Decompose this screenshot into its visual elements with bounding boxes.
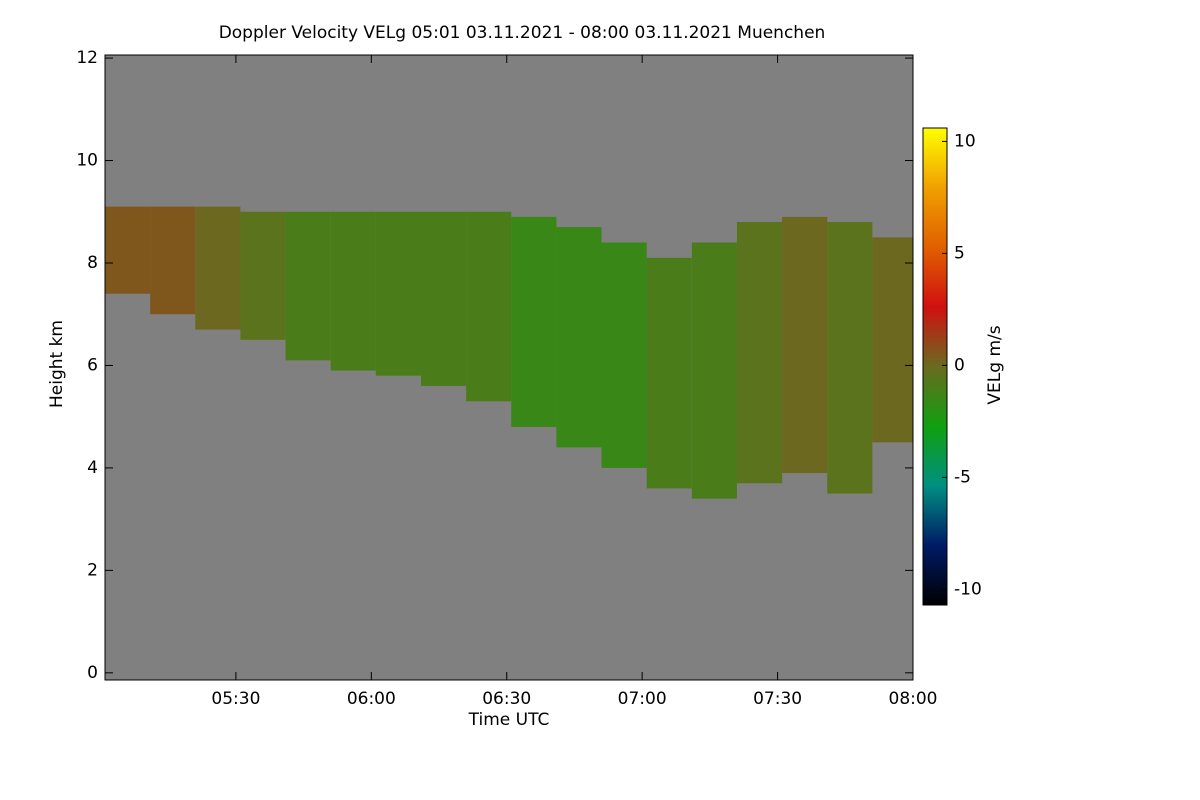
x-axis-label: Time UTC bbox=[468, 710, 550, 730]
chart-title: Doppler Velocity VELg 05:01 03.11.2021 -… bbox=[219, 23, 826, 43]
cell bbox=[511, 216, 557, 427]
y-axis-label: Height km bbox=[47, 320, 67, 408]
cell bbox=[691, 242, 737, 499]
y-tick-label: 6 bbox=[87, 355, 98, 375]
y-tick-label: 2 bbox=[87, 560, 98, 580]
cell bbox=[646, 257, 692, 489]
colorbar bbox=[922, 127, 948, 606]
cell bbox=[375, 211, 421, 376]
y-tick-label: 4 bbox=[87, 458, 98, 478]
x-tick-label: 06:30 bbox=[482, 689, 531, 709]
y-tick-label: 12 bbox=[76, 48, 98, 68]
colorbar-tick-label: -10 bbox=[954, 579, 982, 599]
cell bbox=[827, 222, 873, 494]
colorbar-tick-label: 0 bbox=[954, 355, 965, 375]
cell bbox=[105, 206, 151, 294]
cell bbox=[466, 211, 512, 402]
cell bbox=[195, 206, 241, 330]
cell bbox=[601, 242, 647, 468]
colorbar-label: VELg m/s bbox=[985, 325, 1005, 404]
cell bbox=[556, 227, 602, 448]
plot-frame bbox=[104, 54, 914, 681]
cell bbox=[150, 206, 196, 315]
cell bbox=[420, 211, 467, 386]
y-tick-label: 10 bbox=[76, 151, 98, 171]
y-tick-label: 0 bbox=[87, 663, 98, 683]
x-tick-label: 06:00 bbox=[347, 689, 396, 709]
x-tick-label: 05:30 bbox=[211, 689, 260, 709]
x-tick-label: 07:00 bbox=[618, 689, 667, 709]
cell bbox=[782, 216, 828, 474]
colorbar-tick-label: 5 bbox=[954, 243, 965, 263]
cell bbox=[330, 211, 376, 371]
x-tick-label: 07:30 bbox=[753, 689, 802, 709]
y-tick-label: 8 bbox=[87, 253, 98, 273]
colorbar-tick-label: -5 bbox=[954, 467, 971, 487]
colorbar-tick-label: 10 bbox=[954, 131, 976, 151]
x-tick-label: 08:00 bbox=[889, 689, 938, 709]
cell bbox=[240, 211, 286, 340]
cell bbox=[872, 237, 913, 443]
cell bbox=[736, 222, 783, 484]
cell bbox=[285, 211, 331, 361]
